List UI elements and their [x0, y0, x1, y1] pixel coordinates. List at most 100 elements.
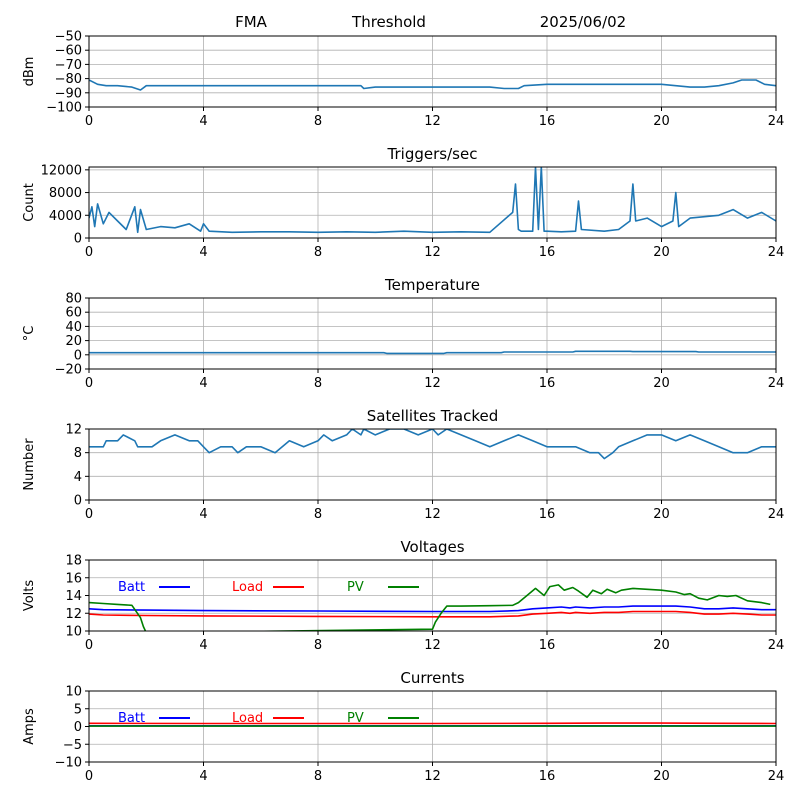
x-tick-label: 12 [424, 507, 441, 522]
y-tick-label: −20 [55, 363, 82, 378]
y-tick-label: 20 [65, 334, 82, 349]
y-axis-label: °C [22, 326, 37, 342]
y-tick-label: −80 [55, 72, 82, 87]
x-tick-label: 8 [314, 769, 322, 784]
x-tick-label: 8 [314, 114, 322, 129]
y-tick-label: 18 [65, 554, 82, 569]
x-tick-label: 0 [85, 114, 93, 129]
x-tick-label: 4 [199, 376, 207, 391]
series-line [89, 350, 776, 355]
chart-panel-satellites: 0 4 8 12 16 20 24 0 4 8 12 Satellites Tracked Number [22, 407, 784, 522]
legend: Batt Load PV [118, 580, 419, 595]
x-tick-label: 24 [768, 245, 785, 260]
y-tick-label: 4000 [49, 209, 82, 224]
y-tick-label: −70 [55, 58, 82, 73]
y-tick-label: −5 [63, 738, 82, 753]
x-tick-label: 4 [199, 507, 207, 522]
series-line-pv [89, 584, 771, 631]
y-tick-label: 0 [74, 494, 82, 509]
legend-label-load: Load [232, 580, 263, 595]
y-tick-label: 0 [74, 232, 82, 247]
y-axis-label: Amps [22, 708, 37, 745]
x-tick-label: 24 [768, 507, 785, 522]
y-tick-label: 12 [65, 607, 82, 622]
y-axis-label: Count [22, 183, 37, 222]
header-mode: Threshold [351, 13, 426, 31]
legend-label-pv: PV [347, 711, 364, 726]
panel-title: Satellites Tracked [367, 407, 498, 425]
y-tick-label: −50 [55, 30, 82, 45]
x-tick-label: 4 [199, 769, 207, 784]
y-tick-label: 10 [65, 685, 82, 700]
x-tick-label: 24 [768, 114, 785, 129]
x-tick-label: 16 [539, 769, 556, 784]
y-axis-label: Volts [22, 580, 37, 612]
legend: Batt Load PV [118, 711, 419, 726]
x-tick-label: 20 [653, 638, 670, 653]
legend-label-batt: Batt [118, 711, 145, 726]
x-tick-label: 0 [85, 376, 93, 391]
y-tick-label: −60 [55, 44, 82, 59]
panel-title: Temperature [384, 276, 480, 294]
x-tick-label: 16 [539, 638, 556, 653]
y-tick-label: 60 [65, 306, 82, 321]
x-tick-label: 16 [539, 114, 556, 129]
x-tick-label: 20 [653, 507, 670, 522]
header-date: 2025/06/02 [540, 13, 626, 31]
x-tick-label: 0 [85, 638, 93, 653]
series-line-load [89, 610, 776, 618]
legend-label-batt: Batt [118, 580, 145, 595]
series-line [89, 79, 776, 91]
y-tick-label: 12000 [41, 163, 82, 178]
chart-panel-triggers: 0 4 8 12 16 20 24 0 4000 8000 12000 Triggers/sec Cou… [22, 145, 784, 260]
legend-label-load: Load [232, 711, 263, 726]
x-tick-label: 12 [424, 376, 441, 391]
x-tick-label: 8 [314, 638, 322, 653]
x-tick-label: 16 [539, 507, 556, 522]
x-tick-label: 16 [539, 245, 556, 260]
series-line-batt [89, 605, 776, 613]
y-tick-label: 14 [65, 589, 82, 604]
y-tick-label: 5 [74, 702, 82, 717]
figure-header: FMA Threshold 2025/06/02 [235, 13, 626, 31]
x-tick-label: 4 [199, 245, 207, 260]
x-tick-label: 12 [424, 245, 441, 260]
x-tick-label: 0 [85, 245, 93, 260]
y-tick-label: −90 [55, 86, 82, 101]
series-line [89, 167, 776, 234]
y-tick-label: −100 [46, 101, 82, 116]
x-tick-label: 20 [653, 114, 670, 129]
header-station: FMA [235, 13, 268, 31]
y-tick-label: 80 [65, 292, 82, 307]
x-tick-label: 24 [768, 376, 785, 391]
x-tick-label: 0 [85, 507, 93, 522]
series-line [89, 429, 776, 460]
x-tick-label: 24 [768, 638, 785, 653]
y-tick-label: 12 [65, 423, 82, 438]
y-tick-label: 40 [65, 320, 82, 335]
x-tick-label: 12 [424, 769, 441, 784]
x-tick-label: 0 [85, 769, 93, 784]
y-axis-label: Number [22, 438, 37, 491]
x-tick-label: 4 [199, 638, 207, 653]
y-tick-label: 0 [74, 348, 82, 363]
panel-title: Triggers/sec [387, 145, 478, 163]
y-tick-label: 0 [74, 720, 82, 735]
y-tick-label: 10 [65, 625, 82, 640]
x-tick-label: 8 [314, 507, 322, 522]
x-tick-label: 24 [768, 769, 785, 784]
y-tick-label: 8000 [49, 186, 82, 201]
x-tick-label: 8 [314, 245, 322, 260]
x-tick-label: 20 [653, 245, 670, 260]
x-tick-label: 20 [653, 376, 670, 391]
y-tick-label: 4 [74, 470, 82, 485]
y-tick-label: −10 [55, 756, 82, 771]
chart-panel-threshold: 0 4 8 12 16 20 24 −100−90−80−70−60−50 dBm [22, 30, 784, 130]
x-tick-label: 12 [424, 638, 441, 653]
panel-title: Voltages [400, 538, 464, 556]
x-tick-label: 16 [539, 376, 556, 391]
y-axis-label: dBm [22, 57, 37, 87]
x-tick-label: 20 [653, 769, 670, 784]
